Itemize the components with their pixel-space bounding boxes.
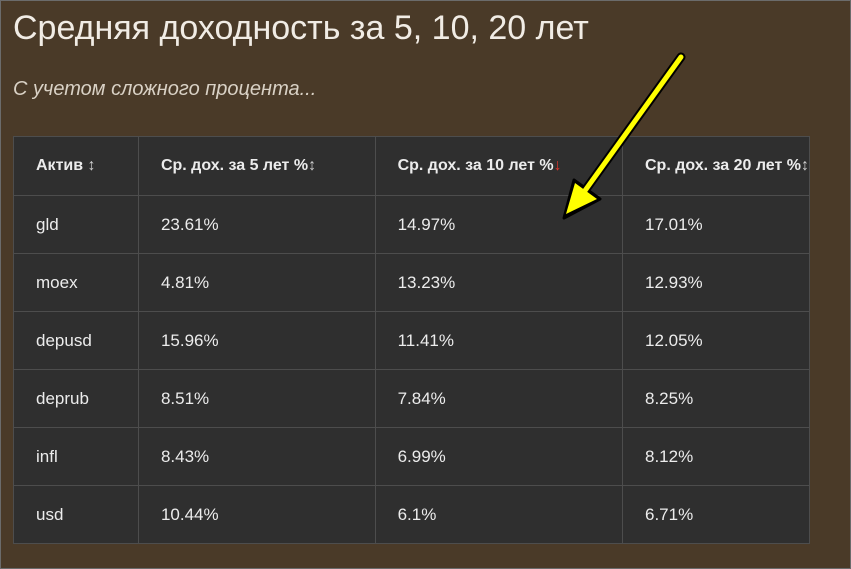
header-label: Ср. дох. за 5 лет % <box>160 157 309 174</box>
cell-20y: 8.12% <box>621 427 811 486</box>
cell-asset: gld <box>13 195 139 254</box>
table-row: gld 23.61% 14.97% 17.01% <box>13 195 811 254</box>
cell-20y: 6.71% <box>621 485 811 544</box>
cell-5y: 4.81% <box>137 253 376 312</box>
cell-asset: usd <box>13 485 139 544</box>
header-20y[interactable]: Ср. дох. за 20 лет %↕ <box>621 136 811 196</box>
cell-10y: 14.97% <box>374 195 623 254</box>
cell-10y: 6.99% <box>374 427 623 486</box>
table-row: moex 4.81% 13.23% 12.93% <box>13 253 811 312</box>
header-5y[interactable]: Ср. дох. за 5 лет %↕ <box>137 136 376 196</box>
cell-5y: 23.61% <box>137 195 376 254</box>
cell-10y: 13.23% <box>374 253 623 312</box>
cell-5y: 8.43% <box>137 427 376 486</box>
cell-20y: 17.01% <box>621 195 811 254</box>
table-header-row: Актив ↕ Ср. дох. за 5 лет %↕ Ср. дох. за… <box>13 136 811 196</box>
table-row: deprub 8.51% 7.84% 8.25% <box>13 369 811 428</box>
returns-table: Актив ↕ Ср. дох. за 5 лет %↕ Ср. дох. за… <box>13 136 811 544</box>
cell-20y: 12.93% <box>621 253 811 312</box>
cell-asset: depusd <box>13 311 139 370</box>
header-10y[interactable]: Ср. дох. за 10 лет %↓ <box>374 136 623 196</box>
header-label: Актив <box>36 157 84 174</box>
header-label: Ср. дох. за 20 лет % <box>644 157 801 174</box>
cell-10y: 11.41% <box>374 311 623 370</box>
cell-5y: 8.51% <box>137 369 376 428</box>
cell-5y: 15.96% <box>137 311 376 370</box>
page-subtitle: С учетом сложного процента... <box>13 78 317 100</box>
sort-icon[interactable]: ↕ <box>308 157 317 174</box>
page-title: Средняя доходность за 5, 10, 20 лет <box>13 9 589 47</box>
cell-10y: 7.84% <box>374 369 623 428</box>
cell-asset: deprub <box>13 369 139 428</box>
cell-asset: moex <box>13 253 139 312</box>
table-row: infl 8.43% 6.99% 8.12% <box>13 427 811 486</box>
table-row: usd 10.44% 6.1% 6.71% <box>13 485 811 544</box>
table-row: depusd 15.96% 11.41% 12.05% <box>13 311 811 370</box>
sort-desc-icon[interactable]: ↓ <box>553 157 562 174</box>
cell-20y: 12.05% <box>621 311 811 370</box>
header-label: Ср. дох. за 10 лет % <box>397 157 554 174</box>
sort-icon[interactable]: ↕ <box>801 157 809 174</box>
cell-asset: infl <box>13 427 139 486</box>
cell-20y: 8.25% <box>621 369 811 428</box>
cell-10y: 6.1% <box>374 485 623 544</box>
cell-5y: 10.44% <box>137 485 376 544</box>
header-asset[interactable]: Актив ↕ <box>13 136 139 196</box>
sort-icon[interactable]: ↕ <box>87 157 96 174</box>
